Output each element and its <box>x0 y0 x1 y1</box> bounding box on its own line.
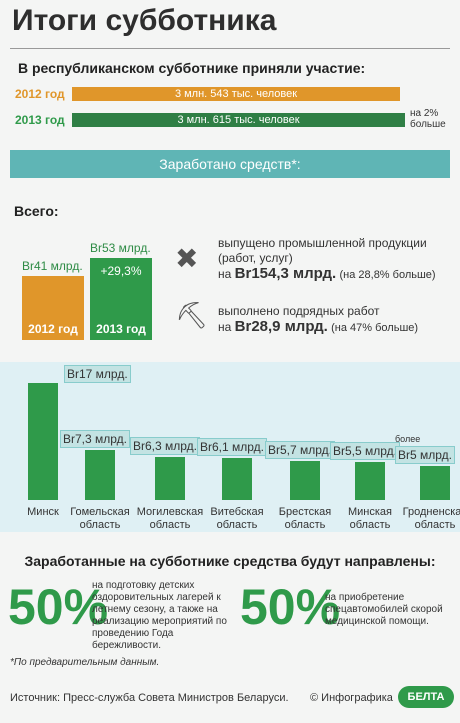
source: Источник: Пресс-служба Совета Министров … <box>10 692 289 704</box>
worker-icon: ⛏ <box>175 300 209 330</box>
year: 2012 год <box>15 87 65 101</box>
region-bar <box>290 460 320 500</box>
destination-text: на подготовку детских оздоровительных ла… <box>92 580 227 651</box>
region-value-label: Br6,3 млрд. <box>130 436 201 455</box>
region-name: Могилевская область <box>136 506 204 531</box>
region-bar <box>420 465 450 500</box>
region-bar <box>222 457 252 500</box>
tools-icon: ✖ <box>175 243 199 274</box>
region-value-label: Br5 млрд. <box>395 445 455 464</box>
participation-bar: 3 млн. 543 тыс. человек <box>72 87 400 101</box>
region-name: Гродненская область <box>402 506 460 531</box>
note: на 2% больше <box>410 108 446 130</box>
bar-label: Br41 млрд. <box>22 259 83 274</box>
region-name: Брестская область <box>278 506 332 531</box>
region-name: Гомельская область <box>70 506 130 531</box>
region-name: Витебская область <box>210 506 264 531</box>
year-label: 2012 год <box>28 322 78 336</box>
banner: Заработано средств*: <box>10 150 450 178</box>
region-value-label: Br6,1 млрд. <box>197 437 268 456</box>
qualifier: более <box>395 433 421 444</box>
year-label: 2013 год <box>96 322 146 336</box>
fact-prefix: на <box>218 320 232 334</box>
fact: выпущено промышленной продукции (работ, … <box>218 236 448 283</box>
region-value-label: Br7,3 млрд. <box>60 429 131 448</box>
fact-text: выполнено подрядных работ <box>218 304 380 318</box>
region-name: Минская область <box>347 506 392 531</box>
rule <box>10 48 450 49</box>
fact-text: выпущено промышленной продукции (работ, … <box>218 236 427 265</box>
region-value-label: Br5,7 млрд. <box>265 440 336 459</box>
bar-label: Br53 млрд. <box>90 240 151 255</box>
fact-note: (на 47% больше) <box>331 322 419 334</box>
fact-note: (на 28,8% больше) <box>339 269 436 281</box>
region-value-label: Br17 млрд. <box>64 364 131 383</box>
percent: 50% <box>240 579 341 635</box>
growth: +29,3% <box>100 263 142 278</box>
fact-prefix: на <box>218 267 232 281</box>
title: Итоги субботника <box>12 4 277 37</box>
credit: © Инфографика <box>310 692 393 704</box>
fact: выполнено подрядных работ на Br28,9 млрд.… <box>218 304 448 336</box>
destination-text: на приобретение спецавтомобилей скорой м… <box>325 592 443 627</box>
participation-bar: 3 млн. 615 тыс. человек <box>72 113 405 127</box>
percent: 50% <box>8 579 109 635</box>
logo: БЕЛТА <box>398 686 454 708</box>
footnote: *По предварительным данным. <box>10 657 160 668</box>
total-label: Всего: <box>14 203 59 219</box>
region-bar <box>355 462 385 500</box>
heading: В республиканском субботнике приняли уча… <box>18 60 366 76</box>
region-bar <box>28 382 58 500</box>
heading: Заработанные на субботнике средства буду… <box>24 553 436 569</box>
region-bar <box>85 449 115 500</box>
region-bar <box>155 456 185 500</box>
bar <box>22 276 84 340</box>
fact-amount: Br28,9 млрд. <box>234 318 328 335</box>
region-name: Минск <box>27 506 59 518</box>
bar <box>90 257 152 340</box>
year: 2013 год <box>15 113 65 127</box>
region-value-label: Br5,5 млрд. <box>330 442 401 461</box>
fact-amount: Br154,3 млрд. <box>234 265 337 282</box>
